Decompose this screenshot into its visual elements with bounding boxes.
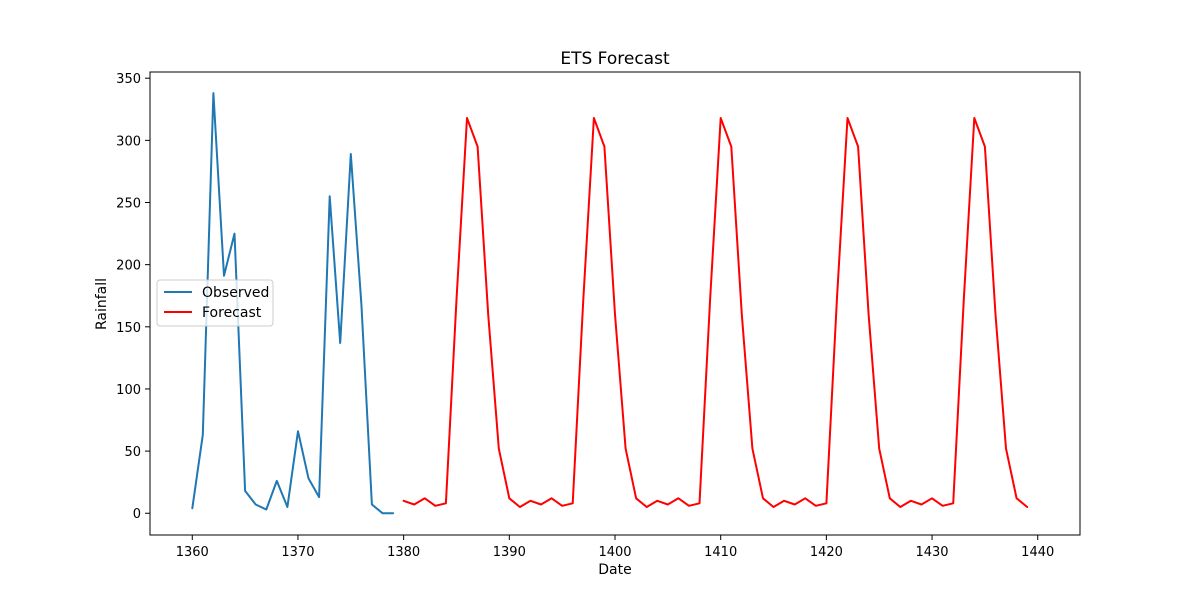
y-axis: 0 50 100 150 200 250 300 350 (116, 72, 150, 522)
y-tick-label: 200 (116, 259, 141, 274)
y-axis-label: Rainfall (94, 278, 110, 330)
x-axis-label: Date (598, 562, 631, 578)
legend-label-observed: Observed (202, 285, 269, 301)
series-line-forecast (402, 117, 1029, 508)
x-tick-label: 1380 (387, 545, 420, 560)
series-layer (191, 92, 1029, 515)
x-tick-label: 1420 (810, 545, 843, 560)
y-tick-label: 50 (124, 445, 141, 460)
y-tick-label: 250 (116, 197, 141, 212)
x-tick-label: 1370 (281, 545, 314, 560)
legend-label-forecast: Forecast (202, 305, 262, 321)
x-tick-label: 1410 (704, 545, 737, 560)
y-tick-label: 350 (116, 72, 141, 87)
x-axis: 1360 1370 1380 1390 1400 1410 1420 1430 1440 (176, 535, 1054, 560)
legend: Observed Forecast (156, 279, 274, 327)
y-tick-label: 150 (116, 321, 141, 336)
y-tick-label: 100 (116, 383, 141, 398)
chart-title: ETS Forecast (560, 49, 670, 69)
x-tick-label: 1400 (598, 545, 631, 560)
x-tick-label: 1390 (493, 545, 526, 560)
series-line-observed (191, 92, 395, 515)
y-tick-label: 0 (133, 507, 141, 522)
x-tick-label: 1430 (915, 545, 948, 560)
y-tick-label: 300 (116, 134, 141, 149)
x-tick-label: 1440 (1021, 545, 1054, 560)
x-tick-label: 1360 (176, 545, 209, 560)
